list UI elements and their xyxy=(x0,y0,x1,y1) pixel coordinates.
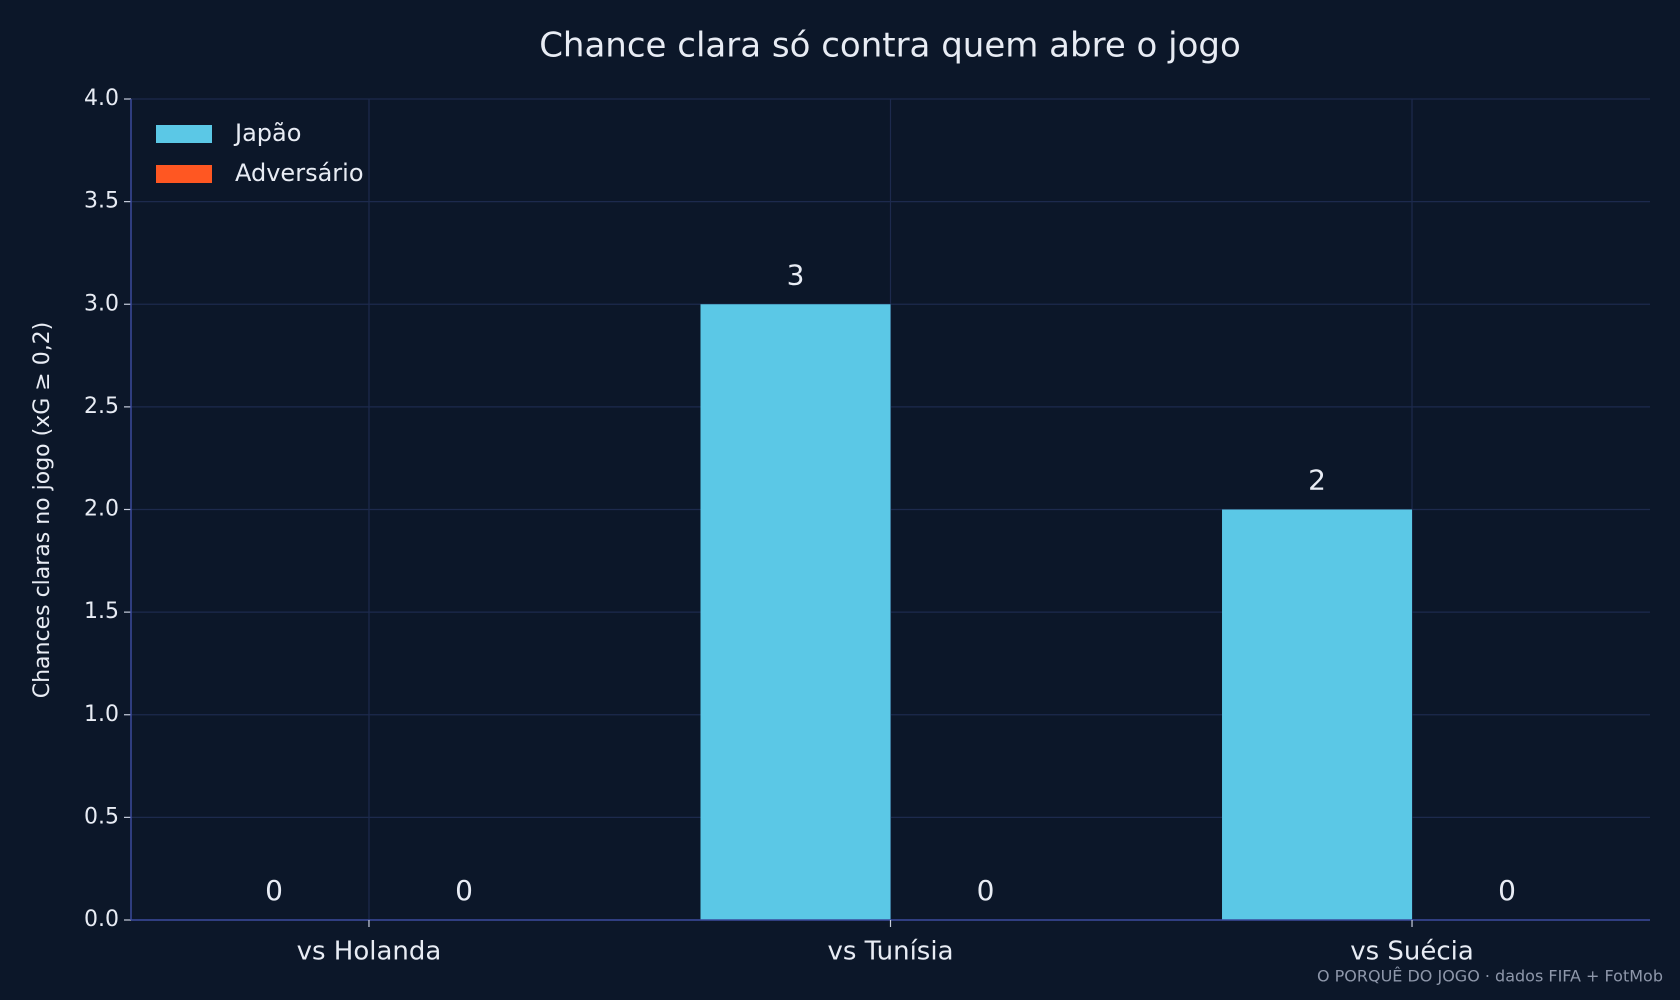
legend-swatch xyxy=(156,165,212,183)
x-tick-label: vs Tunísia xyxy=(827,937,953,967)
y-tick-label: 2.0 xyxy=(84,497,119,522)
y-tick-label: 0.5 xyxy=(84,804,119,829)
y-axis-label: Chances claras no jogo (xG ≥ 0,2) xyxy=(30,322,55,699)
bar xyxy=(700,304,891,920)
y-tick-label: 4.0 xyxy=(84,86,119,111)
y-tick-label: 3.5 xyxy=(84,189,119,214)
value-label: 0 xyxy=(1498,874,1516,907)
y-tick-label: 0.0 xyxy=(84,907,119,932)
y-tick-label: 2.5 xyxy=(84,394,119,419)
value-label: 0 xyxy=(977,874,995,907)
source-note: O PORQUÊ DO JOGO · dados FIFA + FotMob xyxy=(1317,967,1663,986)
legend-label: Adversário xyxy=(235,159,364,187)
value-label: 0 xyxy=(265,874,283,907)
y-tick-label: 1.0 xyxy=(84,702,119,727)
value-label: 3 xyxy=(787,258,805,291)
x-tick-label: vs Suécia xyxy=(1350,937,1474,967)
legend-label: Japão xyxy=(233,119,301,147)
y-tick-label: 3.0 xyxy=(84,291,119,316)
y-tick-label: 1.5 xyxy=(84,599,119,624)
value-label: 0 xyxy=(455,874,473,907)
value-label: 2 xyxy=(1308,464,1326,497)
x-tick-label: vs Holanda xyxy=(297,937,442,967)
chart-title: Chance clara só contra quem abre o jogo xyxy=(539,26,1241,66)
bar xyxy=(1222,509,1413,920)
legend-swatch xyxy=(156,125,212,143)
